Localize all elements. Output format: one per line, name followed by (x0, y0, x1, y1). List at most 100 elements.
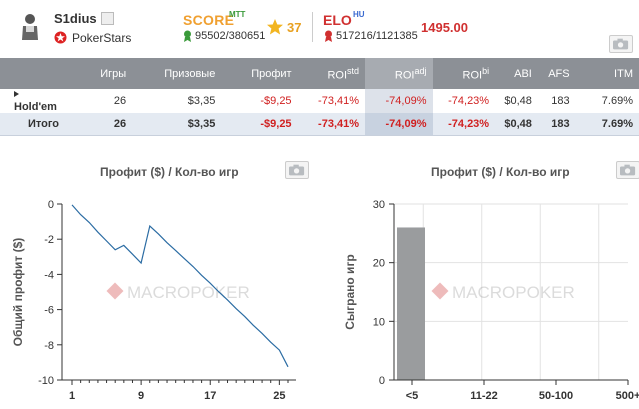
x-tick-label: 1 (69, 390, 75, 402)
star-value: 37 (287, 20, 302, 35)
stats-table: Игры Призовые Профит ROIstd ROIadj ROIbi… (0, 58, 639, 136)
x-tick-label: 50-100 (539, 390, 573, 402)
header-label: ROI (327, 69, 348, 82)
table-cell: -74,23% (432, 89, 496, 113)
star-icon (267, 19, 283, 35)
y-tick-label: 30 (373, 199, 385, 211)
table-cell: $3,35 (132, 113, 222, 136)
rank-medal-icon (325, 30, 332, 42)
pokerstars-icon (54, 31, 67, 44)
table-cell: $0,48 (495, 89, 538, 113)
table-row[interactable]: Hold'em 26 $3,35 -$9,25 -73,41% -74,09% … (0, 89, 639, 113)
notes-icon[interactable] (101, 12, 114, 25)
y-tick-label: 0 (48, 199, 54, 211)
x-tick-label: 9 (138, 390, 144, 402)
expand-arrow-icon[interactable] (14, 91, 19, 97)
table-cell: -74,09% (365, 113, 433, 136)
y-tick-label: -2 (44, 234, 54, 246)
y-tick-label: -4 (44, 269, 54, 281)
watermark-text: MACROPOKER (127, 283, 250, 302)
y-tick-label: 0 (379, 375, 385, 387)
camera-icon[interactable] (616, 161, 639, 179)
header-label: Призовые (164, 67, 216, 80)
watermark-logo-icon (106, 282, 124, 300)
y-tick-label: -10 (38, 375, 54, 387)
header-sup: bi (482, 65, 490, 76)
table-cell: 183 (537, 113, 576, 136)
header-prize[interactable]: Призовые (132, 58, 222, 89)
x-tick-label: 11-22 (470, 390, 498, 402)
table-cell: -74,23% (432, 113, 496, 136)
header-games[interactable]: Игры (65, 58, 133, 89)
header-itm[interactable]: ITM (575, 58, 639, 89)
profit-chart-title: Профит ($) / Кол-во игр (100, 165, 239, 179)
table-cell: 7.69% (575, 113, 639, 136)
row-name-cell[interactable]: Hold'em (0, 89, 66, 113)
header-abi[interactable]: ABI (495, 58, 538, 89)
table-cell: 7.69% (575, 89, 639, 113)
watermark: MACROPOKER (106, 282, 250, 302)
row-name: Итого (28, 117, 60, 130)
header-label: Профит (251, 67, 292, 80)
elo-rank: 517216/1121385 (336, 30, 418, 42)
player-avatar-icon (22, 14, 38, 40)
header-profit[interactable]: Профит (221, 58, 298, 89)
watermark-text: MACROPOKER (452, 283, 575, 302)
score-rank: 95502/380651 (195, 30, 266, 42)
table-row-total: Итого 26 $3,35 -$9,25 -73,41% -74,09% -7… (0, 113, 639, 136)
table-cell: -74,09% (365, 89, 433, 113)
header-roi-std[interactable]: ROIstd (297, 58, 366, 89)
y-axis-label: Общий профит ($) (11, 238, 25, 347)
camera-icon[interactable] (609, 35, 633, 53)
x-tick-label: 500+ (616, 390, 639, 402)
row-name-cell: Итого (0, 113, 66, 136)
table-cell: $3,35 (132, 89, 222, 113)
table-header-row: Игры Призовые Профит ROIstd ROIadj ROIbi… (0, 58, 639, 89)
row-name: Hold'em (14, 101, 57, 113)
table-cell: 26 (65, 89, 133, 113)
x-tick-label: 25 (273, 390, 285, 402)
header-label: ITM (614, 67, 633, 80)
player-header: S1dius PokerStars SCORE MTT 95502/380651… (0, 0, 639, 58)
x-tick-label: 17 (204, 390, 216, 402)
camera-icon[interactable] (285, 161, 309, 179)
header-afs[interactable]: AFS (537, 58, 576, 89)
header-blank (0, 58, 66, 89)
header-sup: std (347, 65, 360, 76)
table-cell: 26 (65, 113, 133, 136)
table-cell: -73,41% (297, 89, 366, 113)
header-label: ROI (462, 69, 483, 82)
header-roi-adj[interactable]: ROIadj (365, 58, 433, 89)
score-type: MTT (229, 10, 246, 19)
watermark-logo-icon (431, 282, 449, 300)
elo-type: HU (353, 10, 365, 19)
table-cell: -73,41% (297, 113, 366, 136)
header-label: Игры (100, 67, 127, 80)
y-tick-label: 10 (373, 316, 385, 328)
y-axis-label: Сыграно игр (343, 254, 357, 330)
table-cell: -$9,25 (221, 89, 298, 113)
y-tick-label: -6 (44, 305, 54, 317)
room-name: PokerStars (72, 31, 132, 45)
header-roi-bi[interactable]: ROIbi (432, 58, 496, 89)
table-cell: 183 (537, 89, 576, 113)
header-divider (312, 12, 313, 42)
elo-label: ELO (323, 12, 352, 28)
watermark: MACROPOKER (431, 282, 575, 302)
y-tick-label: 20 (373, 258, 385, 270)
rank-medal-icon (184, 30, 191, 42)
bar-0 (397, 227, 425, 380)
table-cell: $0,48 (495, 113, 538, 136)
header-sup: adj (414, 65, 427, 76)
header-label: AFS (548, 67, 570, 80)
score-label: SCORE (183, 12, 235, 28)
profit-series-line (71, 204, 289, 368)
elo-value: 1495.00 (421, 20, 468, 35)
games-chart-title: Профит ($) / Кол-во игр (431, 165, 570, 179)
player-name[interactable]: S1dius (54, 11, 97, 26)
x-tick-label: <5 (406, 390, 419, 402)
header-label: ROI (394, 69, 415, 82)
table-cell: -$9,25 (221, 113, 298, 136)
